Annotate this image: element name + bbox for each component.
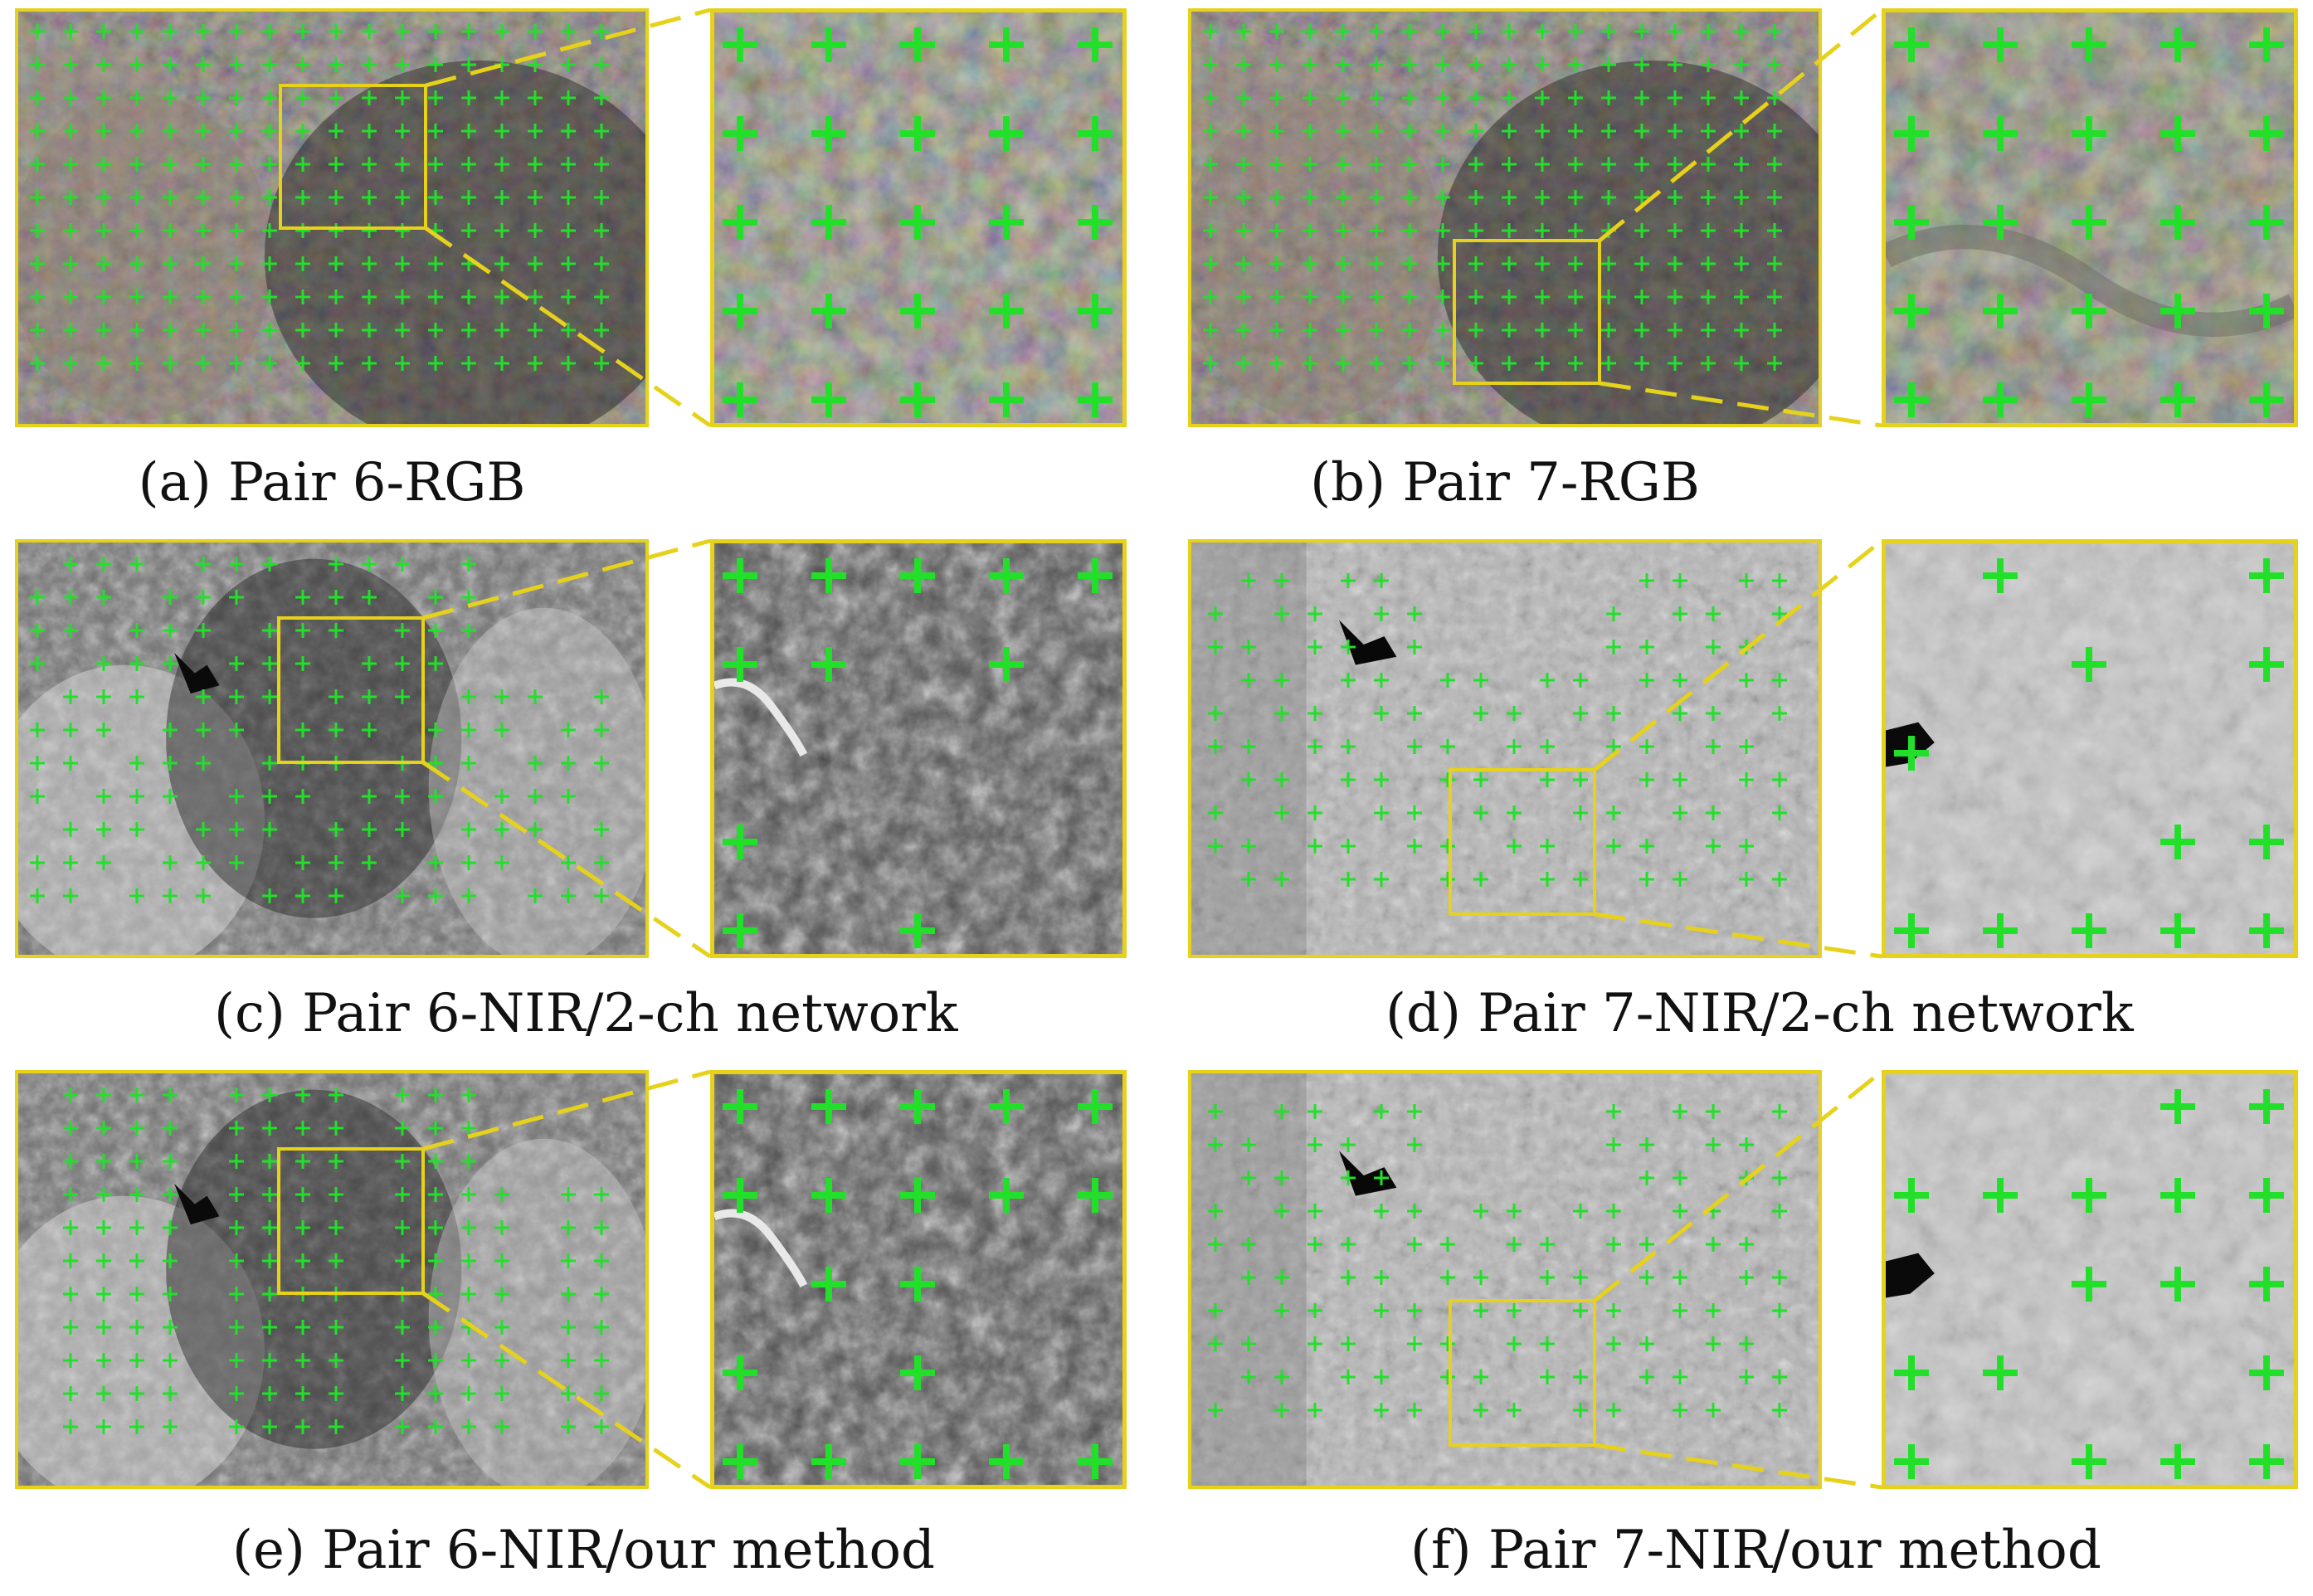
- zoom-image-f-graphic: [1886, 1074, 2294, 1485]
- zoom-image-a: [710, 8, 1127, 427]
- zoom-image-d: [1882, 539, 2298, 958]
- overview-image-e: [15, 1070, 649, 1489]
- caption-a: (a) Pair 6-RGB: [138, 452, 526, 513]
- overview-image-a: [15, 8, 649, 427]
- overview-image-a-graphic: [18, 12, 645, 424]
- zoom-image-b-graphic: [1886, 12, 2294, 423]
- zoom-image-e-graphic: [714, 1074, 1122, 1485]
- caption-e: (e) Pair 6-NIR/our method: [232, 1520, 935, 1581]
- zoom-image-d-graphic: [1886, 543, 2294, 954]
- overview-image-f-graphic: [1191, 1073, 1819, 1486]
- zoom-image-c: [710, 539, 1127, 958]
- zoom-image-c-graphic: [714, 543, 1122, 954]
- overview-image-d-graphic: [1191, 543, 1819, 955]
- overview-image-c: [15, 539, 649, 958]
- overview-image-f: [1188, 1070, 1822, 1489]
- overview-image-b: [1188, 8, 1822, 427]
- caption-c: (c) Pair 6-NIR/2-ch network: [214, 983, 958, 1044]
- overview-image-c-graphic: [18, 543, 645, 955]
- caption-b: (b) Pair 7-RGB: [1310, 452, 1700, 513]
- overview-image-e-graphic: [18, 1073, 645, 1486]
- zoom-image-a-graphic: [714, 12, 1122, 423]
- overview-image-d: [1188, 539, 1822, 958]
- caption-d: (d) Pair 7-NIR/2-ch network: [1385, 983, 2134, 1044]
- zoom-image-f: [1882, 1070, 2298, 1489]
- caption-f: (f) Pair 7-NIR/our method: [1410, 1520, 2101, 1581]
- zoom-image-e: [710, 1070, 1127, 1489]
- zoom-image-b: [1882, 8, 2298, 427]
- overview-image-b-graphic: [1191, 12, 1819, 424]
